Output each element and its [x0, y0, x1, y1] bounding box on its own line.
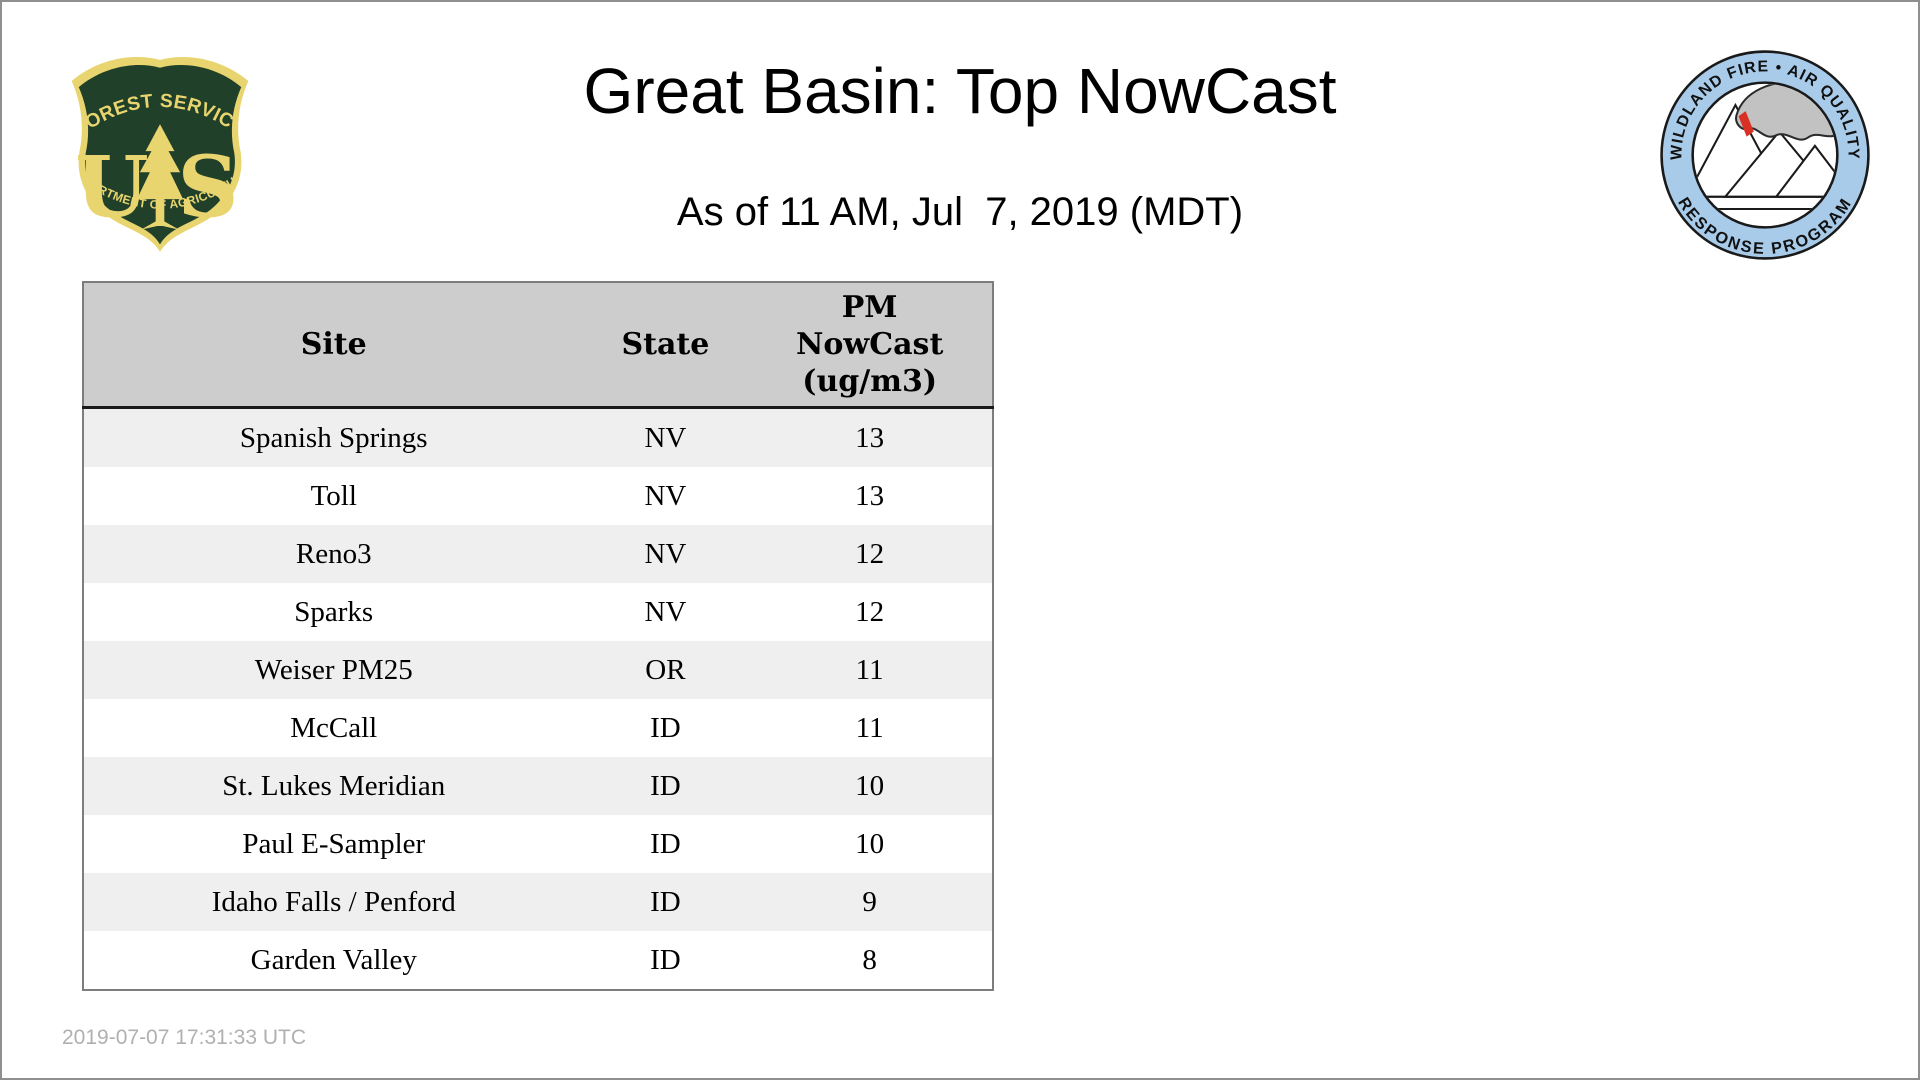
table-row: Reno3 NV 12 [83, 525, 993, 583]
nowcast-table-body: Spanish Springs NV 13 Toll NV 13 Reno3 NV 12 Spar… [83, 407, 993, 990]
table-row: St. Lukes Meridian ID 10 [83, 757, 993, 815]
site-cell: Spanish Springs [239, 421, 428, 454]
table-row: Toll NV 13 [83, 467, 993, 525]
pm-nowcast-value-cell: 12 [855, 537, 885, 570]
site-cell: St. Lukes Meridian [222, 769, 446, 802]
site-cell: Sparks [294, 595, 374, 628]
state-cell: ID [650, 827, 681, 860]
state-cell: NV [644, 479, 687, 512]
pine-tree-icon [136, 124, 184, 230]
pm-nowcast-value-cell: 13 [855, 479, 885, 512]
pm-nowcast-value-cell: 10 [855, 827, 885, 860]
table-row: Sparks NV 12 [83, 583, 993, 641]
state-cell: ID [650, 885, 681, 918]
site-cell: Weiser PM25 [254, 653, 413, 686]
state-cell: OR [645, 653, 686, 686]
state-cell: ID [650, 711, 681, 744]
table-row: Idaho Falls / Penford ID 9 [83, 873, 993, 931]
state-cell: NV [644, 421, 687, 454]
forest-service-logo-icon: FOREST SERVICE U S DEPARTMENT OF AGRICUL… [64, 44, 249, 252]
page-subtitle: As of 11 AM, Jul 7, 2019 (MDT) [676, 190, 1244, 234]
state-cell: ID [650, 769, 681, 802]
page-title: Great Basin: Top NowCast [583, 55, 1337, 127]
pm-nowcast-value-cell: 9 [862, 885, 877, 918]
site-cell: McCall [290, 711, 378, 744]
state-column-header: State [621, 327, 710, 362]
site-column-header: Site [300, 327, 367, 362]
site-cell: Idaho Falls / Penford [211, 885, 456, 918]
table-row: Spanish Springs NV 13 [83, 407, 993, 467]
site-cell: Garden Valley [250, 943, 417, 976]
nowcast-table: Site State PM NowCast (ug/m3) Spanish Sp… [82, 281, 994, 991]
pm-nowcast-column-header: PM NowCast (ug/m3) [795, 290, 944, 399]
table-row: Paul E-Sampler ID 10 [83, 815, 993, 873]
table-row: Weiser PM25 OR 11 [83, 641, 993, 699]
pm-nowcast-value-cell: 8 [862, 943, 877, 976]
site-cell: Reno3 [295, 537, 372, 570]
table-row: McCall ID 11 [83, 699, 993, 757]
table-row: Garden Valley ID 8 [83, 931, 993, 990]
table-header-row: Site State PM NowCast (ug/m3) [83, 282, 993, 408]
pm-nowcast-value-cell: 10 [855, 769, 885, 802]
state-cell: ID [650, 943, 681, 976]
state-cell: NV [644, 595, 687, 628]
pm-nowcast-value-cell: 11 [855, 711, 884, 744]
pm-nowcast-value-cell: 12 [855, 595, 885, 628]
footer-timestamp: 2019-07-07 17:31:33 UTC [62, 1026, 306, 1049]
flame-icon [1738, 111, 1754, 137]
pm-nowcast-value-cell: 13 [855, 421, 885, 454]
forest-service-monogram-u: U [75, 137, 149, 236]
site-cell: Toll [310, 479, 357, 512]
forest-service-monogram-s: S [177, 137, 238, 236]
site-cell: Paul E-Sampler [242, 827, 426, 860]
state-cell: NV [644, 537, 687, 570]
wfaqrp-logo-icon: WILDLAND FIRE • AIR QUALITY RESPONSE PRO… [1660, 50, 1870, 260]
pm-nowcast-value-cell: 11 [855, 653, 884, 686]
